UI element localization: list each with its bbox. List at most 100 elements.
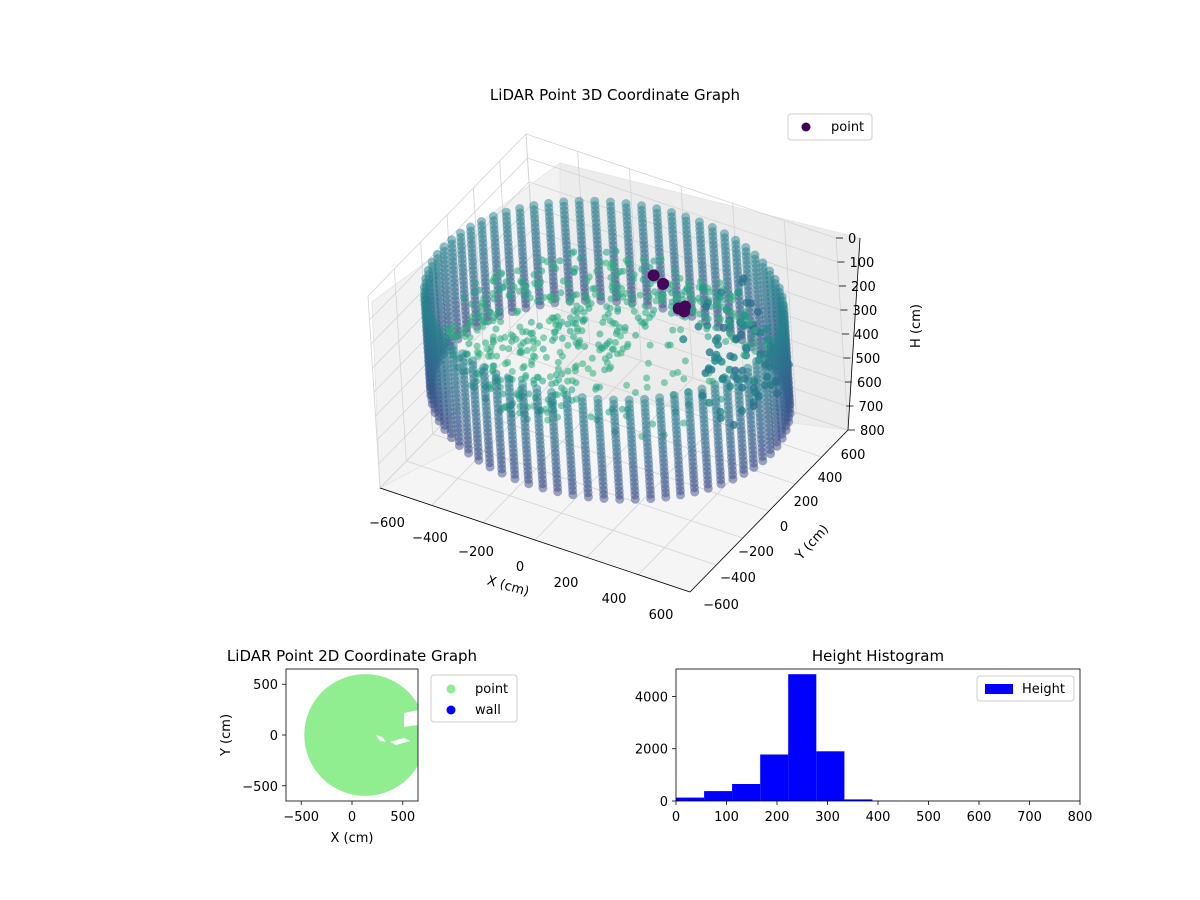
scatter3d-point: [630, 307, 638, 315]
scatter3d-point: [447, 433, 457, 443]
scatter3d-point: [589, 369, 597, 377]
scatter3d-point: [570, 268, 578, 276]
scatter3d-point: [591, 284, 599, 292]
scatter3d-point: [608, 260, 616, 268]
scatter3d-point: [614, 291, 622, 299]
scatter3d-point: [608, 283, 616, 291]
scatter3d-point: [571, 319, 579, 327]
scatter3d-point: [539, 345, 547, 353]
scatter3d-point: [596, 330, 604, 338]
scatter3d-point: [672, 302, 685, 315]
y-tick-label: 500: [253, 678, 278, 693]
scatter3d-point: [548, 380, 556, 388]
scatter3d-point: [558, 370, 566, 378]
scatter3d-point: [502, 278, 510, 286]
scatter3d-point: [722, 338, 730, 345]
scatter3d-point: [534, 374, 542, 382]
scatter3d-point: [639, 276, 647, 283]
scatter3d-point: [568, 490, 578, 500]
y-tick-label: 0: [780, 520, 788, 535]
scatter3d-point: [570, 333, 578, 341]
scatter3d-point: [568, 249, 576, 257]
scatter3d-point: [579, 317, 587, 325]
histogram-bar: [844, 799, 873, 801]
scatter3d-point: [468, 300, 475, 308]
scatter3d-point: [583, 277, 591, 285]
scatter3d-point: [689, 306, 697, 314]
grid-line: [525, 133, 837, 239]
scatter3d-point: [646, 341, 654, 349]
scatter3d-point: [530, 271, 538, 279]
scatter3d-point: [473, 326, 481, 334]
scatter3d-point: [649, 420, 657, 428]
scatter3d-point: [585, 304, 593, 312]
scatter3d-point: [728, 296, 736, 304]
ticks-hist: 0 100 200 300 400 500 600 700 800 0 2000 4000: [635, 690, 1093, 825]
scatter3d-point: [712, 324, 720, 332]
scatter3d-point: [530, 345, 537, 352]
scatter3d-point: [557, 289, 565, 297]
scatter3d-point: [583, 492, 593, 502]
scatter3d-point: [766, 449, 775, 459]
ticks-2d: −500 0 500 500 0 −500: [242, 678, 415, 825]
scatter3d-point: [477, 302, 485, 310]
scatter2d-chart: LiDAR Point 2D Coordinate Graph −500 0 500…: [219, 647, 518, 846]
scatter3d-point: [564, 320, 572, 328]
x-tick-label: 500: [916, 810, 941, 825]
scatter3d-point: [559, 277, 567, 285]
histogram-bar: [788, 674, 817, 801]
scatter3d-point: [728, 474, 738, 484]
scatter3d-point: [764, 335, 773, 344]
histogram-title: Height Histogram: [812, 647, 944, 665]
scatter3d-point: [643, 374, 651, 382]
scatter3d-point: [618, 405, 626, 413]
scatter3d-point: [596, 258, 604, 266]
scatter3d-point: [616, 268, 624, 275]
scatter3d-point: [683, 285, 691, 293]
scatter3d-point: [621, 324, 629, 331]
y-tick-label: 200: [794, 495, 819, 510]
legend-hist-swatch: [985, 684, 1013, 694]
scatter3d-point: [772, 441, 782, 451]
scatter3d-point: [529, 338, 537, 346]
scatter3d-point: [636, 291, 644, 299]
scatter3d-point: [499, 344, 507, 352]
histogram-bars: [676, 674, 1069, 801]
scatter3d-point: [489, 290, 497, 297]
scatter3d-point: [661, 492, 671, 502]
y-tick-label: 600: [841, 448, 866, 463]
scatter3d-point: [599, 494, 609, 503]
scatter3d-point: [624, 259, 632, 267]
scatter3d-point: [669, 370, 677, 378]
y-tick-label: 0: [660, 795, 668, 810]
scatter3d-point: [704, 315, 712, 323]
scatter3d-point: [601, 366, 609, 374]
scatter3d-point: [623, 298, 631, 306]
scatter3d-point: [679, 335, 688, 344]
legend-2d-marker-wall: [446, 705, 456, 715]
z-tick-label: 100: [850, 256, 875, 271]
scatter3d-point: [612, 330, 620, 337]
histogram-bar: [704, 791, 733, 801]
scatter3d-point: [643, 383, 651, 391]
scatter3d-point: [599, 318, 607, 326]
scatter3d-point: [629, 293, 637, 301]
scatter3d-point: [762, 325, 771, 334]
scatter3d-point: [478, 312, 486, 320]
scatter3d-point: [472, 279, 479, 287]
scatter3d-point: [579, 360, 587, 368]
y-tick-label: −400: [720, 571, 756, 586]
scatter3d-point: [459, 329, 467, 337]
scatter3d-point: [515, 287, 523, 295]
scatter3d-point: [466, 333, 474, 341]
scatter3d-point: [607, 295, 615, 303]
scatter3d-point: [597, 292, 605, 300]
scatter3d-point: [470, 289, 478, 297]
scatter3d-point: [497, 468, 507, 478]
scatter3d-point: [612, 339, 619, 346]
scatter3d-point: [746, 299, 755, 308]
scatter3d-point: [726, 322, 734, 331]
histogram-bar: [816, 751, 845, 801]
scatter3d-point: [680, 375, 688, 383]
y-tick-label: 2000: [635, 743, 668, 758]
